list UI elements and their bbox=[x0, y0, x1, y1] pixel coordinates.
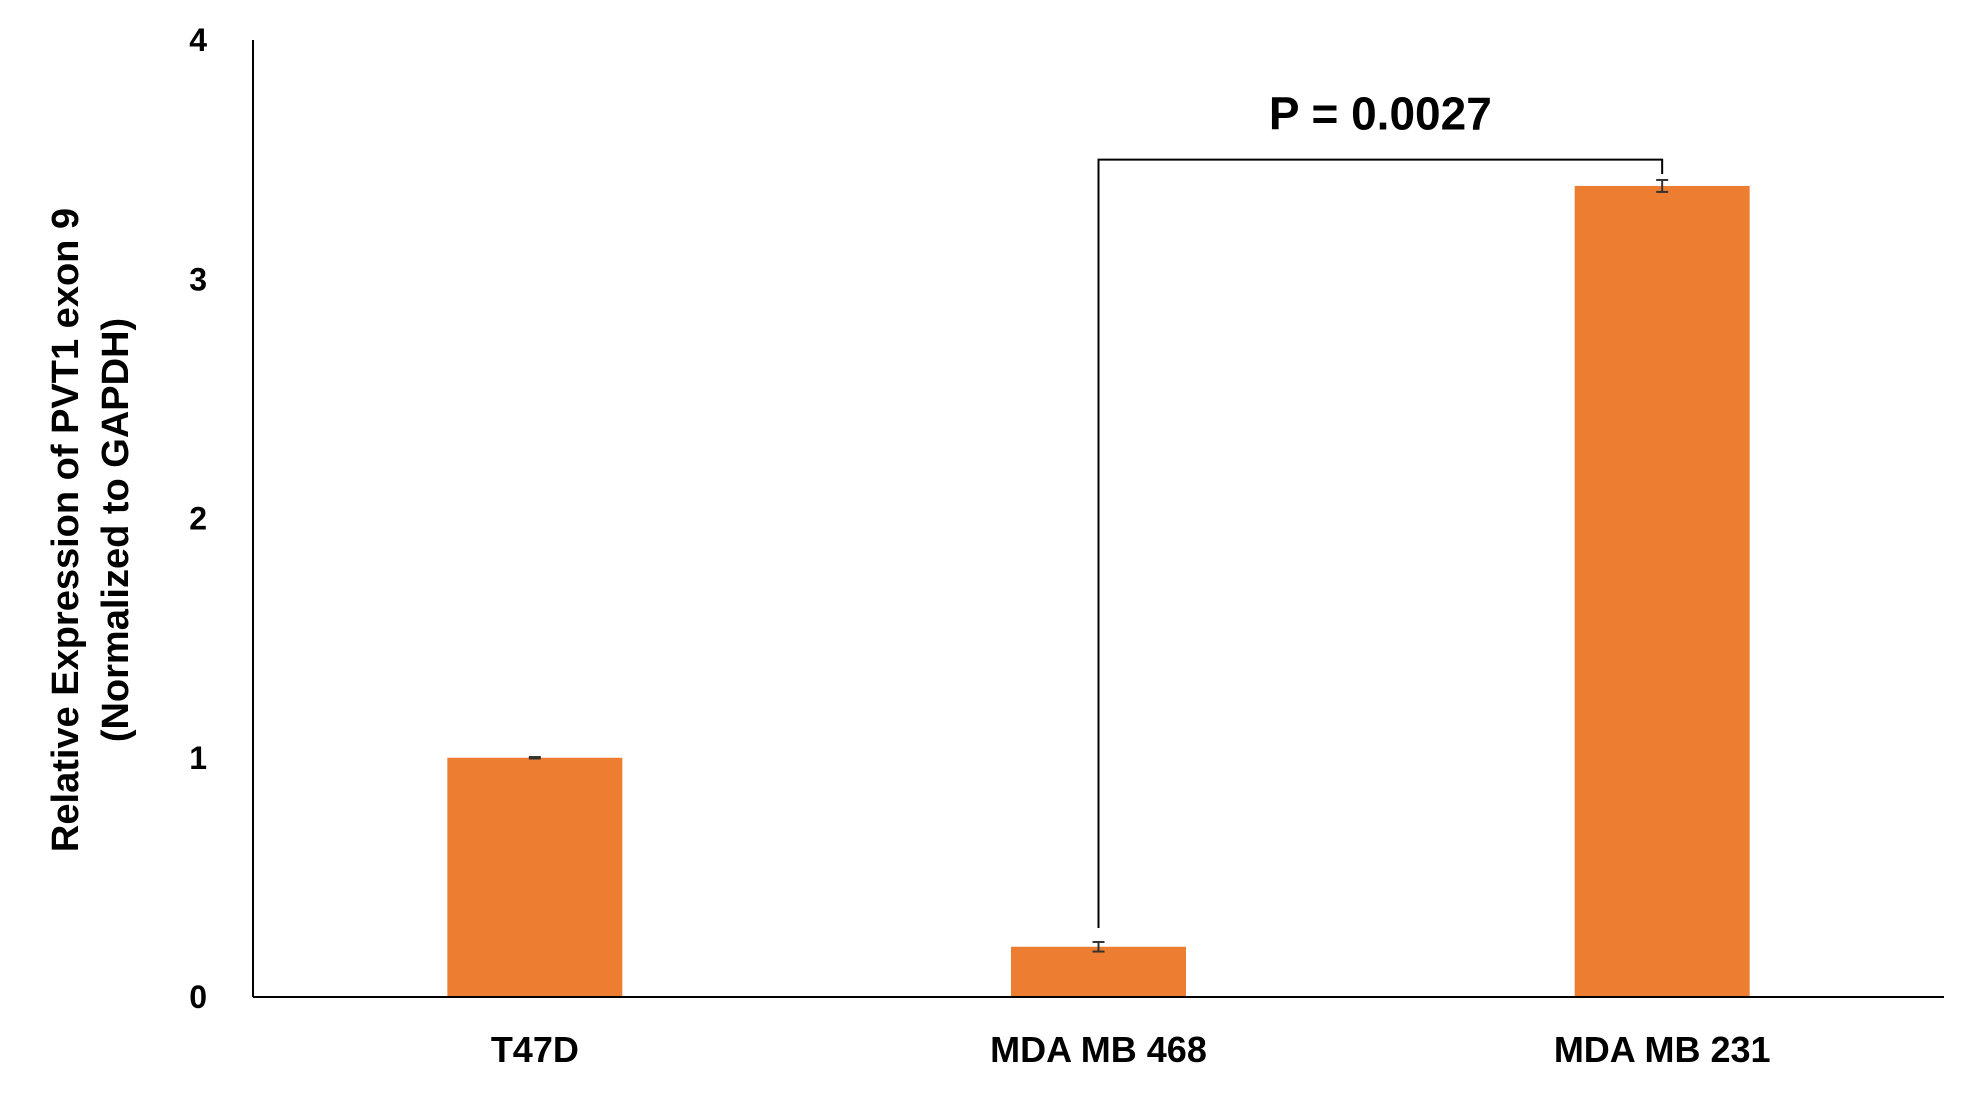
error-bar bbox=[528, 756, 541, 760]
x-category-label: MDA MB 468 bbox=[990, 1029, 1207, 1070]
x-axis-categories: T47D MDA MB 468 MDA MB 231 bbox=[491, 1029, 1771, 1070]
p-value-label: P = 0.0027 bbox=[1269, 88, 1492, 140]
x-category-label: MDA MB 231 bbox=[1554, 1029, 1771, 1070]
x-category-label: T47D bbox=[491, 1029, 579, 1070]
error-bar bbox=[1656, 178, 1669, 193]
bar bbox=[447, 757, 623, 997]
significance-annotation: P = 0.0027 bbox=[1097, 88, 1664, 928]
y-tick-label: 4 bbox=[189, 22, 207, 58]
y-tick-label: 1 bbox=[189, 740, 207, 776]
y-tick-label: 3 bbox=[189, 261, 207, 297]
bar bbox=[1011, 946, 1186, 997]
error-bars-group bbox=[528, 178, 1669, 953]
y-axis-title-line-1: Relative Expression of PVT1 exon 9 bbox=[45, 208, 87, 852]
bars-group bbox=[447, 185, 1750, 997]
y-axis-title: Relative Expression of PVT1 exon 9 (Norm… bbox=[45, 208, 137, 852]
significance-bracket bbox=[1097, 158, 1664, 928]
y-tick-label: 2 bbox=[189, 501, 207, 537]
bar bbox=[1574, 185, 1750, 997]
y-axis-title-line-2: (Normalized to GAPDH) bbox=[95, 318, 137, 742]
error-bar bbox=[1092, 940, 1105, 953]
y-tick-label: 0 bbox=[189, 979, 207, 1015]
y-axis-ticks: 0 1 2 3 4 bbox=[189, 22, 207, 1015]
